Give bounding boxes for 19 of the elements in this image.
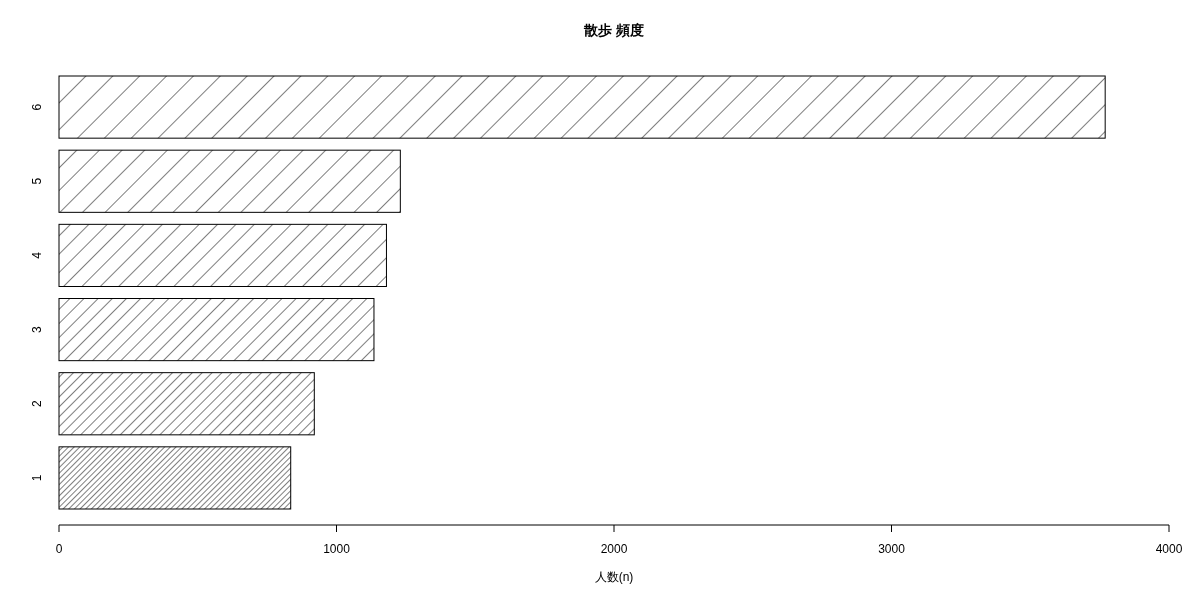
x-axis-title: 人数(n) (594, 570, 634, 584)
y-tick-label: 6 (30, 103, 45, 111)
bar (58, 149, 401, 213)
bar (58, 446, 292, 510)
x-tick-label: 0 (55, 542, 63, 556)
bar (58, 372, 315, 436)
x-tick-label: 4000 (1155, 542, 1183, 556)
bar (58, 75, 1106, 139)
y-tick-label: 2 (30, 400, 45, 408)
x-tick-label: 1000 (323, 542, 351, 556)
chart-title: 散歩 頻度 (583, 22, 644, 38)
bar (58, 298, 375, 362)
x-tick-label: 2000 (600, 542, 628, 556)
bar (58, 223, 387, 287)
y-tick-label: 5 (30, 177, 45, 185)
y-tick-label: 1 (30, 474, 45, 482)
y-tick-label: 3 (30, 325, 45, 333)
x-tick-label: 3000 (878, 542, 906, 556)
y-tick-label: 4 (30, 251, 45, 259)
